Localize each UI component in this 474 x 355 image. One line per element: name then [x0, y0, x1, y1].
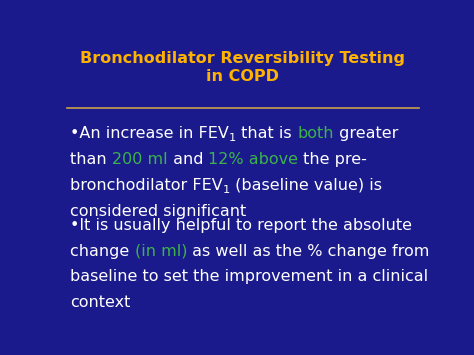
Text: greater: greater: [334, 126, 398, 141]
Text: 200 ml: 200 ml: [112, 152, 168, 167]
Text: •It is usually helpful to report the absolute: •It is usually helpful to report the abs…: [70, 218, 412, 233]
Text: Bronchodilator Reversibility Testing
in COPD: Bronchodilator Reversibility Testing in …: [81, 51, 405, 84]
Text: (in ml): (in ml): [135, 244, 187, 258]
Text: both: both: [297, 126, 334, 141]
Text: 1: 1: [223, 185, 230, 195]
Text: 12% above: 12% above: [208, 152, 298, 167]
Text: change: change: [70, 244, 135, 258]
Text: the pre-: the pre-: [298, 152, 367, 167]
Text: (baseline value) is: (baseline value) is: [230, 178, 382, 193]
Text: considered significant: considered significant: [70, 204, 246, 219]
Text: bronchodilator FEV: bronchodilator FEV: [70, 178, 223, 193]
Text: than: than: [70, 152, 112, 167]
Text: •An increase in FEV: •An increase in FEV: [70, 126, 229, 141]
Text: and: and: [168, 152, 208, 167]
Text: 1: 1: [229, 133, 237, 143]
Text: as well as the % change from: as well as the % change from: [187, 244, 429, 258]
Text: baseline to set the improvement in a clinical: baseline to set the improvement in a cli…: [70, 269, 428, 284]
Text: that is: that is: [237, 126, 297, 141]
Text: context: context: [70, 295, 131, 311]
